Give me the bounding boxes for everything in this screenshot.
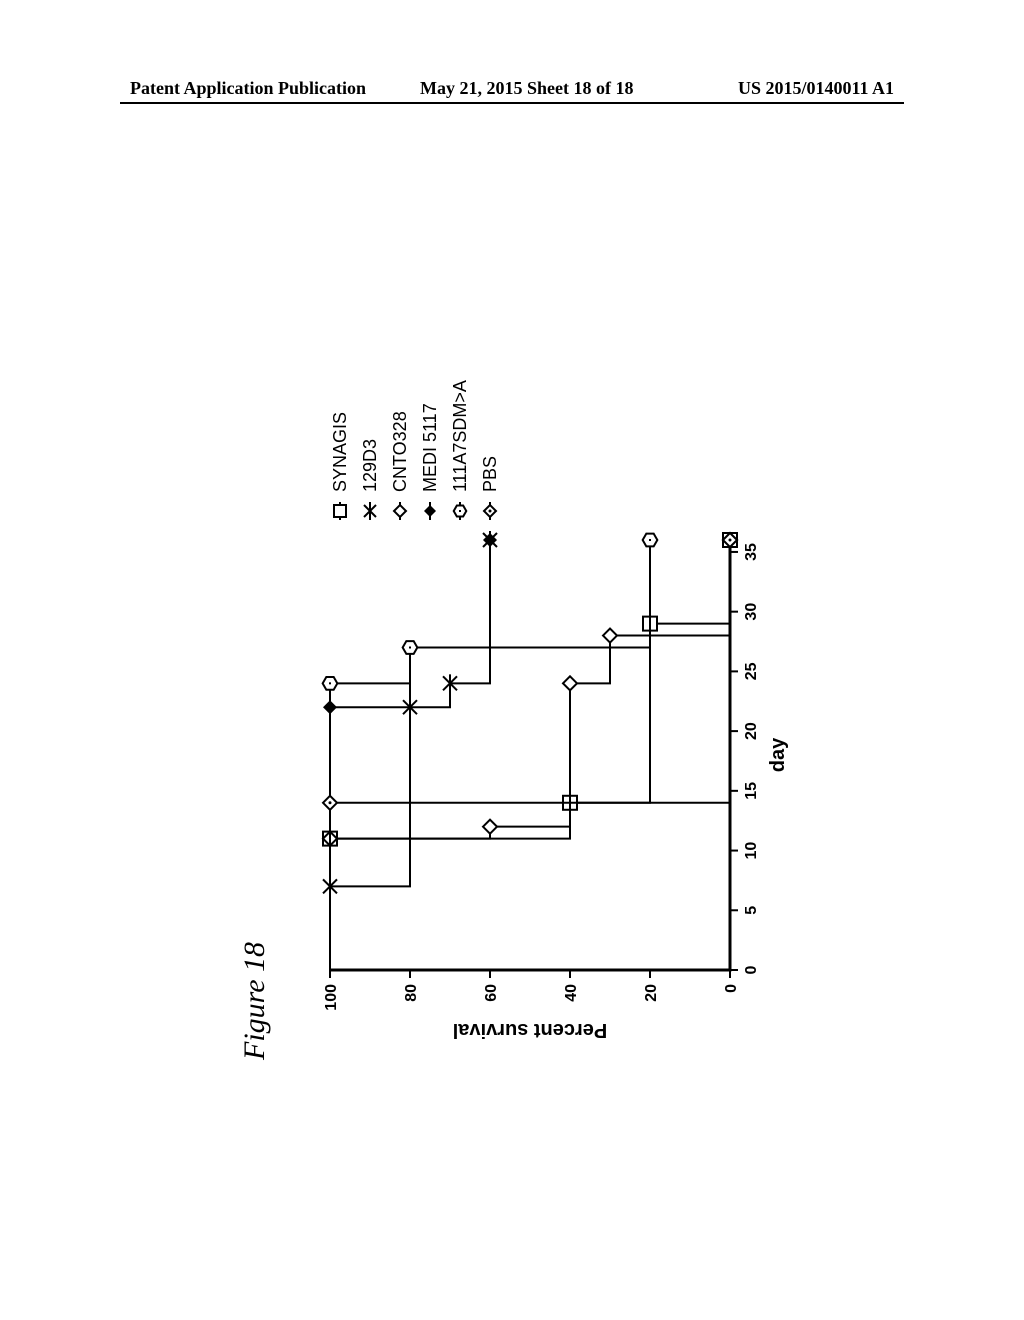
svg-text:CNTO328: CNTO328: [390, 411, 410, 492]
svg-text:5: 5: [743, 906, 760, 915]
svg-text:20: 20: [743, 722, 760, 740]
svg-text:40: 40: [563, 984, 580, 1002]
figure-label: Figure 18: [238, 942, 272, 1060]
svg-text:day: day: [767, 737, 789, 772]
svg-text:100: 100: [323, 984, 340, 1011]
svg-text:0: 0: [743, 965, 760, 974]
chart-svg: 0 5 10 15 20 25 30 35 0 20 40 60 80 100 day Percent sur…: [310, 350, 830, 1050]
svg-text:10: 10: [743, 842, 760, 860]
svg-text:30: 30: [743, 603, 760, 621]
header-right: US 2015/0140011 A1: [738, 78, 894, 99]
svg-text:0: 0: [723, 984, 740, 993]
svg-text:SYNAGIS: SYNAGIS: [330, 412, 350, 492]
svg-text:Percent survival: Percent survival: [453, 1019, 608, 1041]
svg-text:PBS: PBS: [480, 456, 500, 492]
header-center: May 21, 2015 Sheet 18 of 18: [420, 78, 633, 99]
svg-text:111A7SDM>A: 111A7SDM>A: [450, 380, 470, 492]
svg-text:129D3: 129D3: [360, 439, 380, 492]
svg-text:60: 60: [483, 984, 500, 1002]
survival-chart: 0 5 10 15 20 25 30 35 0 20 40 60 80 100 day Percent sur…: [310, 350, 830, 1050]
header-left: Patent Application Publication: [130, 78, 366, 99]
header-rule: [120, 102, 904, 104]
svg-text:MEDI 5117: MEDI 5117: [420, 403, 440, 492]
svg-text:20: 20: [643, 984, 660, 1002]
svg-text:15: 15: [743, 782, 760, 800]
svg-text:80: 80: [403, 984, 420, 1002]
svg-text:35: 35: [743, 543, 760, 561]
svg-text:25: 25: [743, 662, 760, 680]
